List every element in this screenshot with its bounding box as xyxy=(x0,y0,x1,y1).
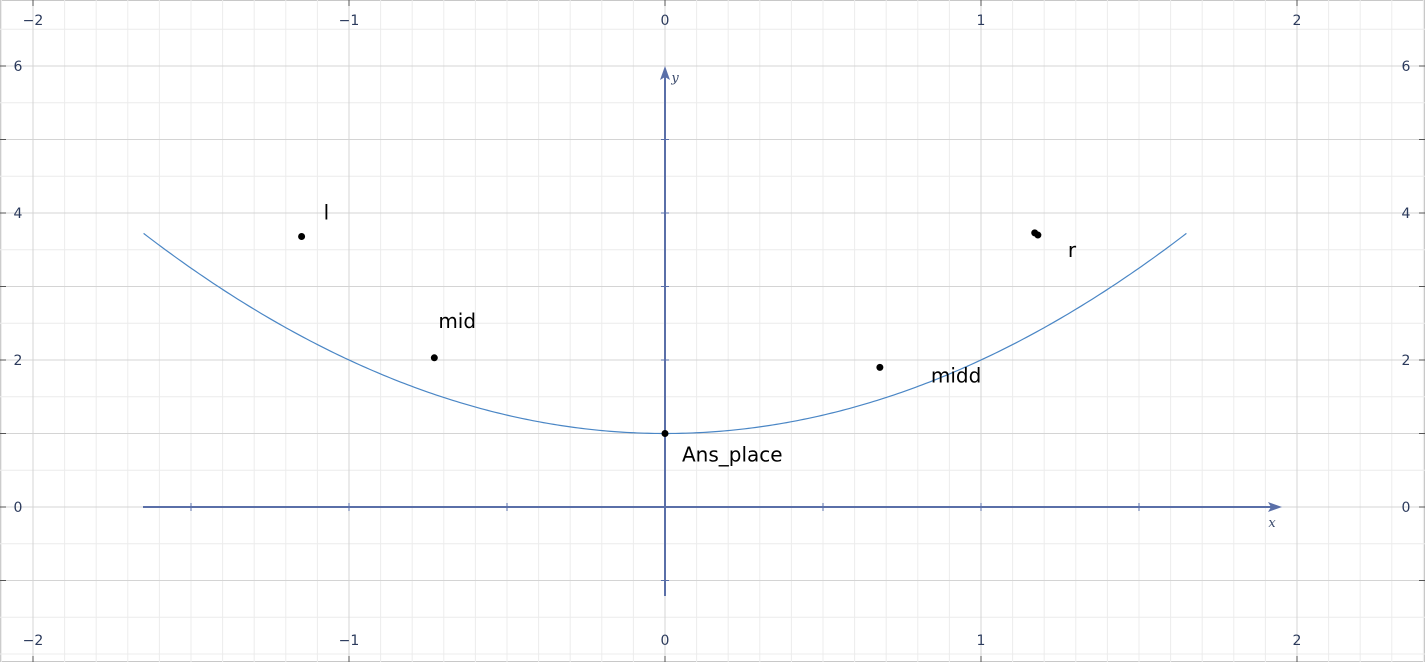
labels-layer: −2 −2 −1 −1 0 0 1 1 2 2 0 0 2 2 4 4 6 6 x y l mid Ans_place mid… xyxy=(14,13,1411,649)
points-layer xyxy=(298,229,1042,437)
point-label-r: r xyxy=(1068,238,1077,262)
y-tick-label-left: 6 xyxy=(14,59,23,75)
y-tick-label-left: 2 xyxy=(14,353,23,369)
point-ans-place xyxy=(661,430,669,437)
x-tick-label-bottom: −1 xyxy=(339,633,360,649)
point-label-midd: midd xyxy=(931,363,981,387)
x-tick-label-top: 0 xyxy=(661,13,670,29)
y-tick-label-left: 4 xyxy=(14,206,23,222)
point-label-l: l xyxy=(324,201,330,225)
point-midd xyxy=(876,363,884,371)
y-tick-label-right: 4 xyxy=(1402,206,1411,222)
x-axis-name: x xyxy=(1268,516,1276,531)
x-tick-label-top: −2 xyxy=(23,13,44,29)
point-extra xyxy=(1031,229,1039,237)
axes xyxy=(143,66,1282,596)
x-tick-label-top: 2 xyxy=(1293,13,1302,29)
y-tick-label-left: 0 xyxy=(14,500,23,516)
x-tick-label-bottom: −2 xyxy=(23,633,44,649)
y-axis-arrow xyxy=(660,66,670,80)
x-tick-label-bottom: 2 xyxy=(1293,633,1302,649)
y-tick-label-right: 6 xyxy=(1402,59,1411,75)
point-label-mid: mid xyxy=(438,309,476,333)
x-tick-label-top: −1 xyxy=(339,13,360,29)
point-l xyxy=(298,233,306,241)
point-label-ans-place: Ans_place xyxy=(682,443,783,467)
y-axis-name: y xyxy=(670,71,679,86)
x-axis-arrow xyxy=(1268,502,1282,512)
x-tick-label-bottom: 1 xyxy=(977,633,986,649)
y-tick-label-right: 0 xyxy=(1402,500,1411,516)
x-tick-label-bottom: 0 xyxy=(661,633,670,649)
point-mid xyxy=(430,354,438,362)
x-tick-label-top: 1 xyxy=(977,13,986,29)
y-tick-label-right: 2 xyxy=(1402,353,1411,369)
